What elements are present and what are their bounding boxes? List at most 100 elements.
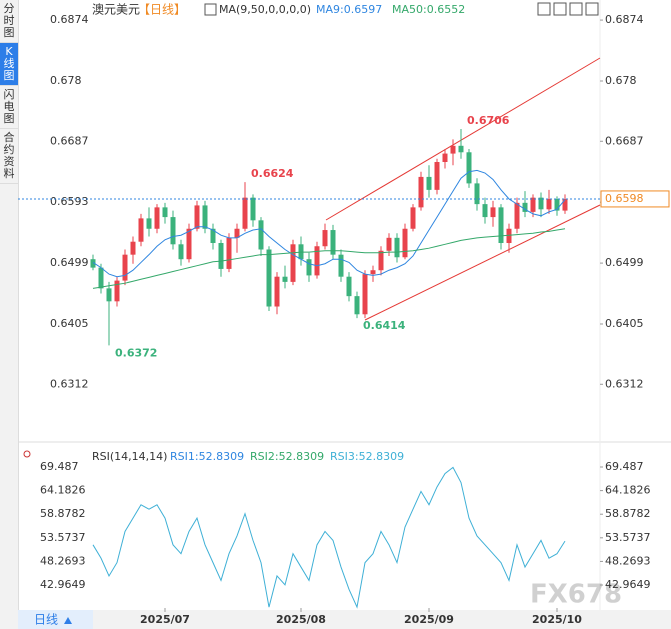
candle-body: [410, 207, 416, 229]
y-tick-label-right: 0.6312: [605, 377, 644, 390]
y-tick-label: 0.6687: [50, 134, 89, 147]
candle-body: [178, 244, 184, 260]
side-tab[interactable]: 闪电图: [0, 86, 18, 129]
extreme-label: 0.6414: [363, 319, 406, 332]
x-tick-label: 2025/10: [532, 613, 582, 626]
x-tick-label: 2025/09: [404, 613, 454, 626]
extreme-label: 0.6372: [115, 346, 157, 359]
y-tick-label-right: 0.678: [605, 74, 637, 87]
y-tick-label: 0.678: [50, 74, 82, 87]
period-tab[interactable]: 日线: [34, 613, 58, 627]
rsi-tick-label-right: 42.9649: [605, 578, 651, 591]
rsi-tick-label: 42.9649: [40, 578, 86, 591]
ma-icon[interactable]: [204, 3, 217, 16]
side-tab[interactable]: K线图: [0, 43, 18, 86]
candle-body: [402, 228, 408, 258]
rsi-line: [92, 466, 566, 609]
candle-body: [210, 228, 216, 244]
candle-body: [186, 228, 192, 260]
side-tab[interactable]: 分时图: [0, 0, 18, 43]
y-tick-label: 0.6499: [50, 256, 89, 269]
candle-body: [122, 254, 128, 281]
candle-body: [274, 276, 280, 307]
rsi-tick-label-right: 53.5737: [605, 531, 651, 544]
candle-body: [458, 145, 464, 153]
candle-body: [378, 250, 384, 271]
rsi-title: RSI(14,14,14): [92, 450, 167, 463]
candle-body: [242, 197, 248, 229]
bottom-bar: [0, 610, 671, 629]
y-tick-label-right: 0.6687: [605, 134, 644, 147]
candle-body: [98, 267, 104, 289]
candle-body: [218, 243, 224, 269]
candle-body: [482, 204, 488, 218]
ma-title: MA(9,50,0,0,0,0): [219, 3, 311, 16]
rsi-icon[interactable]: [23, 450, 31, 458]
candle-body: [130, 241, 136, 255]
candle-body: [226, 237, 232, 269]
candle-body: [538, 197, 544, 210]
rsi-tick-label-right: 48.2693: [605, 554, 651, 567]
rsi-tick-label: 53.5737: [40, 531, 86, 544]
candle-body: [554, 198, 560, 211]
candle-body: [170, 217, 176, 245]
candle-body: [194, 205, 200, 229]
y-tick-label-right: 0.6405: [605, 317, 644, 330]
candle-body: [498, 207, 504, 244]
extreme-label: 0.6706: [467, 114, 510, 127]
candle-body: [114, 280, 120, 302]
candle-body: [282, 276, 288, 282]
candle-body: [330, 230, 336, 255]
candle-body: [522, 202, 528, 212]
candle-body: [490, 207, 496, 218]
candle-body: [322, 230, 328, 247]
rsi-tick-label: 69.487: [40, 460, 79, 473]
y-tick-label: 0.6312: [50, 377, 89, 390]
candle-body: [338, 254, 344, 277]
period: 【日线】: [138, 3, 186, 17]
y-tick-label-right: 0.6499: [605, 256, 644, 269]
candle-body: [442, 153, 448, 163]
rsi-legend: RSI2:52.8309: [250, 450, 324, 463]
ma-line: [92, 228, 566, 289]
rsi-tick-label: 58.8782: [40, 507, 86, 520]
period-arrow[interactable]: [64, 617, 72, 624]
candle-body: [466, 152, 472, 184]
candle-body: [202, 205, 208, 229]
candle-body: [418, 176, 424, 208]
candle-body: [370, 270, 376, 275]
toolbar[interactable]: [537, 2, 599, 16]
candle-body: [426, 176, 432, 190]
rsi-tick-label: 64.1826: [40, 484, 86, 497]
candle-body: [474, 183, 480, 205]
candle-body: [362, 274, 368, 315]
rsi-legend: RSI3:52.8309: [330, 450, 404, 463]
candle-body: [314, 246, 320, 276]
rsi-tick-label-right: 69.487: [605, 460, 644, 473]
extreme-label: 0.6624: [251, 167, 294, 180]
candle-body: [394, 237, 400, 258]
candle-body: [530, 197, 536, 212]
candle-body: [386, 237, 392, 251]
candle-body: [138, 218, 144, 242]
candle-body: [346, 276, 352, 297]
x-tick-label: 2025/07: [140, 613, 190, 626]
candle-body: [514, 202, 520, 229]
candle-body: [450, 145, 456, 154]
rsi-tick-label-right: 64.1826: [605, 484, 651, 497]
period-tab-bg[interactable]: [18, 610, 93, 629]
y-tick-label: 0.6874: [50, 13, 89, 26]
candle-body: [146, 218, 152, 229]
candle-body: [434, 162, 440, 190]
title: 澳元美元: [92, 3, 140, 17]
candle-body: [506, 228, 512, 244]
rsi-legend: RSI1:52.8309: [170, 450, 244, 463]
rsi-tick-label: 48.2693: [40, 554, 86, 567]
channel-lower: [364, 204, 601, 321]
candle-body: [290, 244, 296, 282]
candle-body: [306, 259, 312, 276]
side-tab[interactable]: 合约资料: [0, 129, 18, 184]
candle-body: [90, 259, 96, 268]
